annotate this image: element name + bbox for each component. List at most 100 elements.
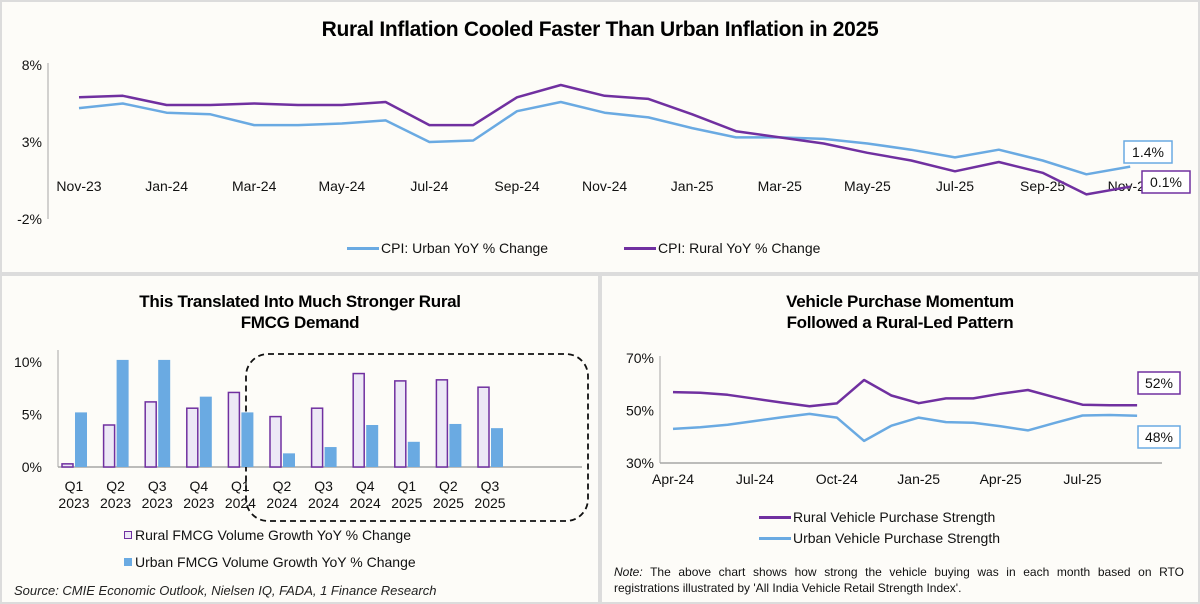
x-tick-label: Mar-25 xyxy=(758,178,803,194)
end-label-rural: 52% xyxy=(1145,375,1173,391)
x-tick-label-quarter: Q2 xyxy=(439,478,458,494)
series-line-rural xyxy=(78,83,1131,196)
x-tick-label-year: 2023 xyxy=(100,495,131,511)
bar-urban xyxy=(116,359,129,467)
vehicle-chart-svg: 70% 50% 30%Apr-24 Jul-24 Oct-24 Jan-25 Apr-25 J… xyxy=(626,350,1181,487)
series-line-rural xyxy=(672,378,1138,408)
cpi-legend-rural-label: CPI: Rural YoY % Change xyxy=(658,240,821,256)
bar-rural xyxy=(227,391,241,468)
bar-rural xyxy=(477,386,490,468)
x-tick-label: Jul-24 xyxy=(736,471,774,487)
fmcg-chart-panel: This Translated Into Much Stronger Rural… xyxy=(2,276,598,602)
cpi-legend-urban-label: CPI: Urban YoY % Change xyxy=(381,240,549,256)
x-tick-label-quarter: Q1 xyxy=(231,478,250,494)
y-tick-label: 50% xyxy=(626,403,654,419)
end-label-rural: 0.1% xyxy=(1150,174,1182,190)
bar-urban xyxy=(199,396,212,467)
vehicle-legend-rural-label: Rural Vehicle Purchase Strength xyxy=(793,509,996,525)
x-tick-label: Sep-25 xyxy=(1020,178,1065,194)
x-tick-label: Jul-25 xyxy=(936,178,974,194)
y-tick-label: 10% xyxy=(14,354,42,370)
x-tick-label-quarter: Q3 xyxy=(314,478,333,494)
end-label-urban: 1.4% xyxy=(1132,144,1164,160)
y-tick-label: 5% xyxy=(22,407,42,423)
y-tick-label: 3% xyxy=(22,134,42,150)
fmcg-legend-rural-label: Rural FMCG Volume Growth YoY % Change xyxy=(135,527,411,543)
x-tick-label-year: 2025 xyxy=(433,495,464,511)
vehicle-chart-panel: Vehicle Purchase Momentum Followed a Rur… xyxy=(602,276,1198,602)
x-tick-label-quarter: Q1 xyxy=(65,478,84,494)
rural-line-swatch-icon xyxy=(759,515,791,519)
bar-rural xyxy=(186,407,199,468)
cpi-chart-title: Rural Inflation Cooled Faster Than Urban… xyxy=(321,18,879,41)
y-tick-label: 0% xyxy=(22,459,42,475)
x-tick-label-year: 2023 xyxy=(183,495,214,511)
x-tick-label-year: 2025 xyxy=(474,495,505,511)
bar-rural xyxy=(61,463,74,468)
urban-bar-swatch-icon xyxy=(124,558,132,566)
x-tick-label: Apr-24 xyxy=(652,471,694,487)
rural-bar-swatch-icon xyxy=(124,531,132,539)
x-tick-label: Nov-23 xyxy=(56,178,101,194)
x-tick-label-year: 2025 xyxy=(391,495,422,511)
x-tick-label: May-24 xyxy=(318,178,365,194)
bar-urban xyxy=(75,412,87,467)
x-tick-label: Jan-25 xyxy=(897,471,940,487)
x-tick-label: May-25 xyxy=(844,178,891,194)
x-tick-label-year: 2024 xyxy=(308,495,339,511)
x-tick-label-quarter: Q1 xyxy=(397,478,416,494)
cpi-legend-rural: CPI: Rural YoY % Change xyxy=(624,240,820,256)
urban-line-swatch-icon xyxy=(759,536,791,540)
source-note: Source: CMIE Economic Outlook, Nielsen I… xyxy=(14,583,437,598)
x-tick-label-quarter: Q2 xyxy=(106,478,125,494)
bar-urban xyxy=(241,412,254,467)
x-tick-label-year: 2023 xyxy=(142,495,173,511)
urban-line-swatch-icon xyxy=(347,246,379,250)
vehicle-chart-title: Vehicle Purchase Momentum Followed a Rur… xyxy=(786,292,1014,332)
chart-note: Note: The above chart shows how strong t… xyxy=(614,564,1184,596)
bar-rural xyxy=(352,372,365,468)
x-tick-label: Oct-24 xyxy=(816,471,858,487)
y-tick-label: 30% xyxy=(626,455,654,471)
cpi-chart-svg: 8% 3% -2% Nov-23 Jan-24 Mar-24 May-24 Jul-24 Sep… xyxy=(17,57,1191,227)
bar-rural xyxy=(310,407,324,468)
bar-urban xyxy=(407,441,420,467)
note-text: The above chart shows how strong the veh… xyxy=(614,565,1184,595)
series-line-urban xyxy=(78,100,1131,176)
fmcg-legend-urban: Urban FMCG Volume Growth YoY % Change xyxy=(124,554,416,570)
x-tick-label: Apr-25 xyxy=(980,471,1022,487)
cpi-chart-panel: Rural Inflation Cooled Faster Than Urban… xyxy=(2,2,1198,272)
vehicle-legend-urban: Urban Vehicle Purchase Strength xyxy=(759,530,1000,546)
bar-rural xyxy=(269,415,282,468)
fmcg-chart-svg: 10%5%0%Q12023Q22023Q32023Q42023Q12024Q22… xyxy=(14,350,589,522)
fmcg-legend-urban-label: Urban FMCG Volume Growth YoY % Change xyxy=(135,554,416,570)
x-tick-label-quarter: Q4 xyxy=(189,478,208,494)
x-tick-label-year: 2024 xyxy=(350,495,381,511)
bar-urban xyxy=(491,428,503,467)
end-label-box-urban xyxy=(1123,140,1173,164)
note-label: Note: xyxy=(614,565,643,579)
end-label-urban: 48% xyxy=(1145,429,1173,445)
end-label-box-urban xyxy=(1137,425,1181,449)
cpi-legend-urban: CPI: Urban YoY % Change xyxy=(347,240,548,256)
x-tick-label-quarter: Q3 xyxy=(148,478,167,494)
x-tick-label: Sep-24 xyxy=(494,178,539,194)
end-label-box-rural xyxy=(1141,170,1191,194)
bar-rural xyxy=(435,379,449,468)
x-tick-label: Mar-24 xyxy=(232,178,277,194)
bar-rural xyxy=(102,424,116,468)
bar-urban xyxy=(449,423,462,467)
bar-urban xyxy=(324,447,337,467)
x-tick-label: Jan-24 xyxy=(145,178,188,194)
x-tick-label: Jan-25 xyxy=(671,178,714,194)
bar-urban xyxy=(158,359,171,467)
series-line-urban xyxy=(672,412,1138,443)
x-tick-label-year: 2023 xyxy=(58,495,89,511)
bar-urban xyxy=(366,425,379,467)
x-tick-label: Nov-24 xyxy=(582,178,627,194)
vehicle-legend-urban-label: Urban Vehicle Purchase Strength xyxy=(793,530,1001,546)
bar-rural xyxy=(144,401,157,468)
end-label-box-rural xyxy=(1137,371,1181,395)
y-tick-label: -2% xyxy=(17,211,42,227)
x-tick-label-year: 2024 xyxy=(225,495,256,511)
